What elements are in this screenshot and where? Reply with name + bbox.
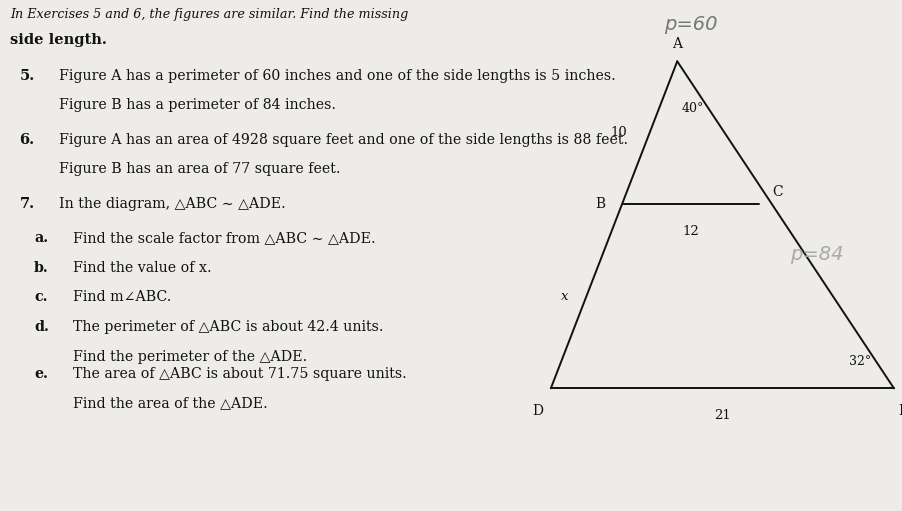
Text: In the diagram, △ABC ∼ △ADE.: In the diagram, △ABC ∼ △ADE. bbox=[59, 197, 285, 211]
Text: Figure A has a perimeter of 60 inches and one of the side lengths is 5 inches.: Figure A has a perimeter of 60 inches an… bbox=[59, 69, 614, 83]
Text: 10: 10 bbox=[610, 126, 627, 140]
Text: Figure A has an area of 4928 square feet and one of the side lengths is 88 feet.: Figure A has an area of 4928 square feet… bbox=[59, 133, 627, 147]
Text: e.: e. bbox=[34, 367, 48, 381]
Text: The perimeter of △ABC is about 42.4 units.: The perimeter of △ABC is about 42.4 unit… bbox=[73, 320, 383, 334]
Text: side length.: side length. bbox=[10, 33, 106, 47]
Text: E: E bbox=[897, 404, 902, 417]
Text: Find the perimeter of the △ADE.: Find the perimeter of the △ADE. bbox=[73, 350, 307, 363]
Text: A: A bbox=[671, 37, 682, 51]
Text: a.: a. bbox=[34, 231, 48, 245]
Text: Find the area of the △ADE.: Find the area of the △ADE. bbox=[73, 397, 268, 410]
Text: x: x bbox=[561, 290, 568, 303]
Text: p=60: p=60 bbox=[663, 15, 716, 34]
Text: Find m∠ABC.: Find m∠ABC. bbox=[73, 290, 171, 304]
Text: B: B bbox=[594, 197, 604, 212]
Text: 7.: 7. bbox=[20, 197, 34, 211]
Text: In Exercises 5 and 6, the figures are similar. Find the missing: In Exercises 5 and 6, the figures are si… bbox=[10, 8, 408, 20]
Text: The area of △ABC is about 71.75 square units.: The area of △ABC is about 71.75 square u… bbox=[73, 367, 407, 381]
Text: Find the value of x.: Find the value of x. bbox=[73, 261, 212, 274]
Text: d.: d. bbox=[34, 320, 49, 334]
Text: Figure B has a perimeter of 84 inches.: Figure B has a perimeter of 84 inches. bbox=[59, 98, 336, 112]
Text: 32°: 32° bbox=[848, 355, 870, 368]
Text: c.: c. bbox=[34, 290, 48, 304]
Text: D: D bbox=[531, 404, 542, 417]
Text: 6.: 6. bbox=[20, 133, 34, 147]
Text: p=84: p=84 bbox=[789, 245, 842, 264]
Text: 5.: 5. bbox=[20, 69, 34, 83]
Text: 12: 12 bbox=[682, 225, 698, 238]
Text: 40°: 40° bbox=[681, 102, 704, 115]
Text: 21: 21 bbox=[713, 409, 730, 422]
Text: Figure B has an area of 77 square feet.: Figure B has an area of 77 square feet. bbox=[59, 162, 340, 176]
Text: C: C bbox=[771, 185, 782, 199]
Text: b.: b. bbox=[34, 261, 49, 274]
Text: Find the scale factor from △ABC ∼ △ADE.: Find the scale factor from △ABC ∼ △ADE. bbox=[73, 231, 375, 245]
